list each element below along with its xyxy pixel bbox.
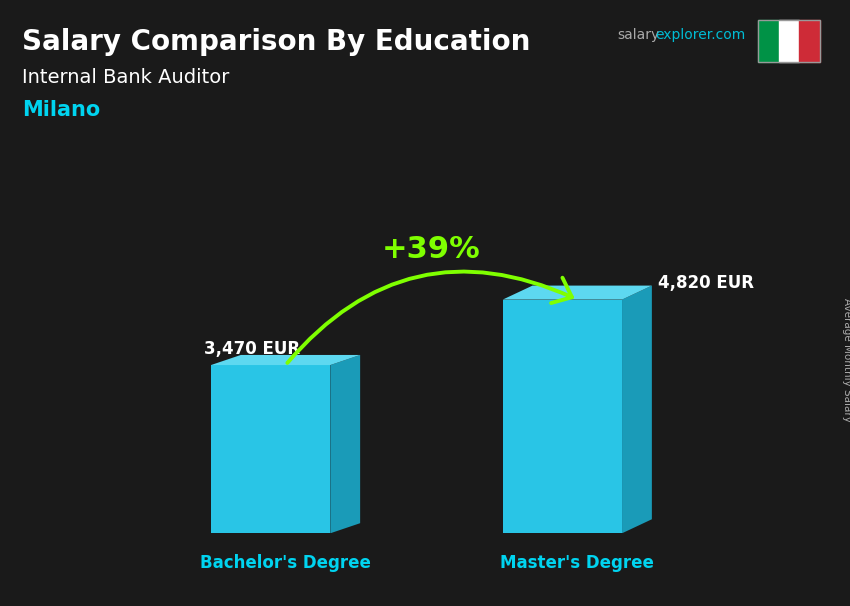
- Text: Bachelor's Degree: Bachelor's Degree: [200, 554, 371, 571]
- Text: Master's Degree: Master's Degree: [501, 554, 654, 571]
- Polygon shape: [211, 355, 360, 365]
- Text: +39%: +39%: [382, 235, 481, 264]
- Text: Salary Comparison By Education: Salary Comparison By Education: [22, 28, 530, 56]
- Text: Average Monthly Salary: Average Monthly Salary: [842, 298, 850, 422]
- Polygon shape: [622, 285, 652, 533]
- Text: 3,470 EUR: 3,470 EUR: [204, 340, 300, 358]
- Text: salary: salary: [617, 28, 660, 42]
- Polygon shape: [331, 355, 360, 533]
- Polygon shape: [502, 285, 652, 299]
- Text: 4,820 EUR: 4,820 EUR: [659, 275, 755, 292]
- Text: Milano: Milano: [22, 100, 100, 120]
- Bar: [779, 20, 799, 62]
- Bar: [758, 20, 779, 62]
- Bar: [799, 20, 820, 62]
- Text: Internal Bank Auditor: Internal Bank Auditor: [22, 68, 230, 87]
- Text: explorer.com: explorer.com: [655, 28, 745, 42]
- Bar: [758, 20, 820, 62]
- FancyBboxPatch shape: [502, 299, 622, 533]
- FancyBboxPatch shape: [211, 365, 331, 533]
